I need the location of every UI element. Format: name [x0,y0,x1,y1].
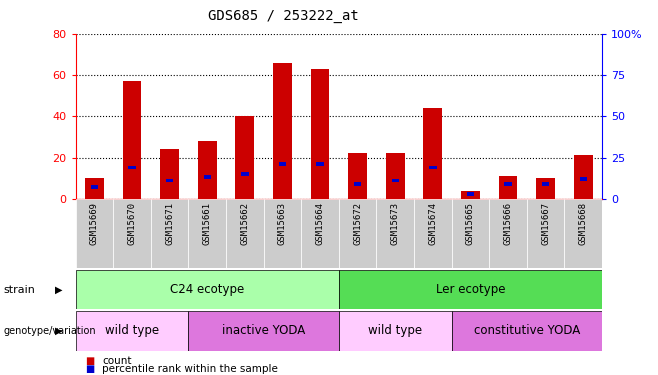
Bar [188,199,226,268]
Text: GSM15664: GSM15664 [316,202,324,245]
Bar [348,153,367,199]
Bar [198,141,216,199]
Bar [128,165,136,169]
Text: C24 ecotype: C24 ecotype [170,283,244,296]
Bar [339,270,602,309]
Bar [542,182,549,186]
Bar [580,177,587,181]
Bar [490,199,527,268]
Bar [451,311,602,351]
Bar [376,199,414,268]
Bar [273,63,292,199]
Text: GDS685 / 253222_at: GDS685 / 253222_at [207,9,359,23]
Text: GSM15661: GSM15661 [203,202,212,245]
Text: strain: strain [3,285,35,295]
Bar [301,199,339,268]
Bar [574,155,593,199]
Bar [504,182,512,186]
Text: GSM15668: GSM15668 [579,202,588,245]
Bar [311,69,330,199]
Bar [264,199,301,268]
Text: count: count [102,356,132,366]
Bar [339,199,376,268]
Text: wild type: wild type [105,324,159,338]
Bar [429,165,437,169]
Bar [316,162,324,166]
Bar [392,179,399,183]
Bar [203,176,211,179]
Bar [279,162,286,166]
Text: GSM15665: GSM15665 [466,202,475,245]
Bar [161,149,179,199]
Bar [166,179,174,183]
Text: GSM15670: GSM15670 [128,202,137,245]
Bar [241,172,249,176]
Bar [122,81,141,199]
Text: ▶: ▶ [55,326,63,336]
Bar [226,199,264,268]
Bar [424,108,442,199]
Text: Ler ecotype: Ler ecotype [436,283,505,296]
Text: GSM15669: GSM15669 [90,202,99,245]
Bar [113,199,151,268]
Text: GSM15666: GSM15666 [503,202,513,245]
Text: ■: ■ [86,364,95,374]
Bar [354,182,361,186]
Bar [386,153,405,199]
Text: GSM15667: GSM15667 [541,202,550,245]
Text: wild type: wild type [368,324,422,338]
Bar [151,199,188,268]
Text: GSM15671: GSM15671 [165,202,174,245]
Bar [451,199,490,268]
Text: inactive YODA: inactive YODA [222,324,305,338]
Bar [339,311,451,351]
Bar [76,311,188,351]
Text: constitutive YODA: constitutive YODA [474,324,580,338]
Bar [467,192,474,196]
Text: percentile rank within the sample: percentile rank within the sample [102,364,278,374]
Bar [85,178,104,199]
Text: GSM15672: GSM15672 [353,202,362,245]
Bar [499,176,517,199]
Text: GSM15663: GSM15663 [278,202,287,245]
Bar [565,199,602,268]
Text: genotype/variation: genotype/variation [3,326,96,336]
Text: ▶: ▶ [55,285,63,295]
Bar [188,311,339,351]
Bar [76,199,113,268]
Text: ■: ■ [86,356,95,366]
Bar [461,190,480,199]
Text: GSM15662: GSM15662 [240,202,249,245]
Bar [414,199,451,268]
Bar [236,116,254,199]
Text: GSM15674: GSM15674 [428,202,438,245]
Bar [91,185,98,189]
Bar [536,178,555,199]
Text: GSM15673: GSM15673 [391,202,400,245]
Bar [527,199,565,268]
Bar [76,270,339,309]
